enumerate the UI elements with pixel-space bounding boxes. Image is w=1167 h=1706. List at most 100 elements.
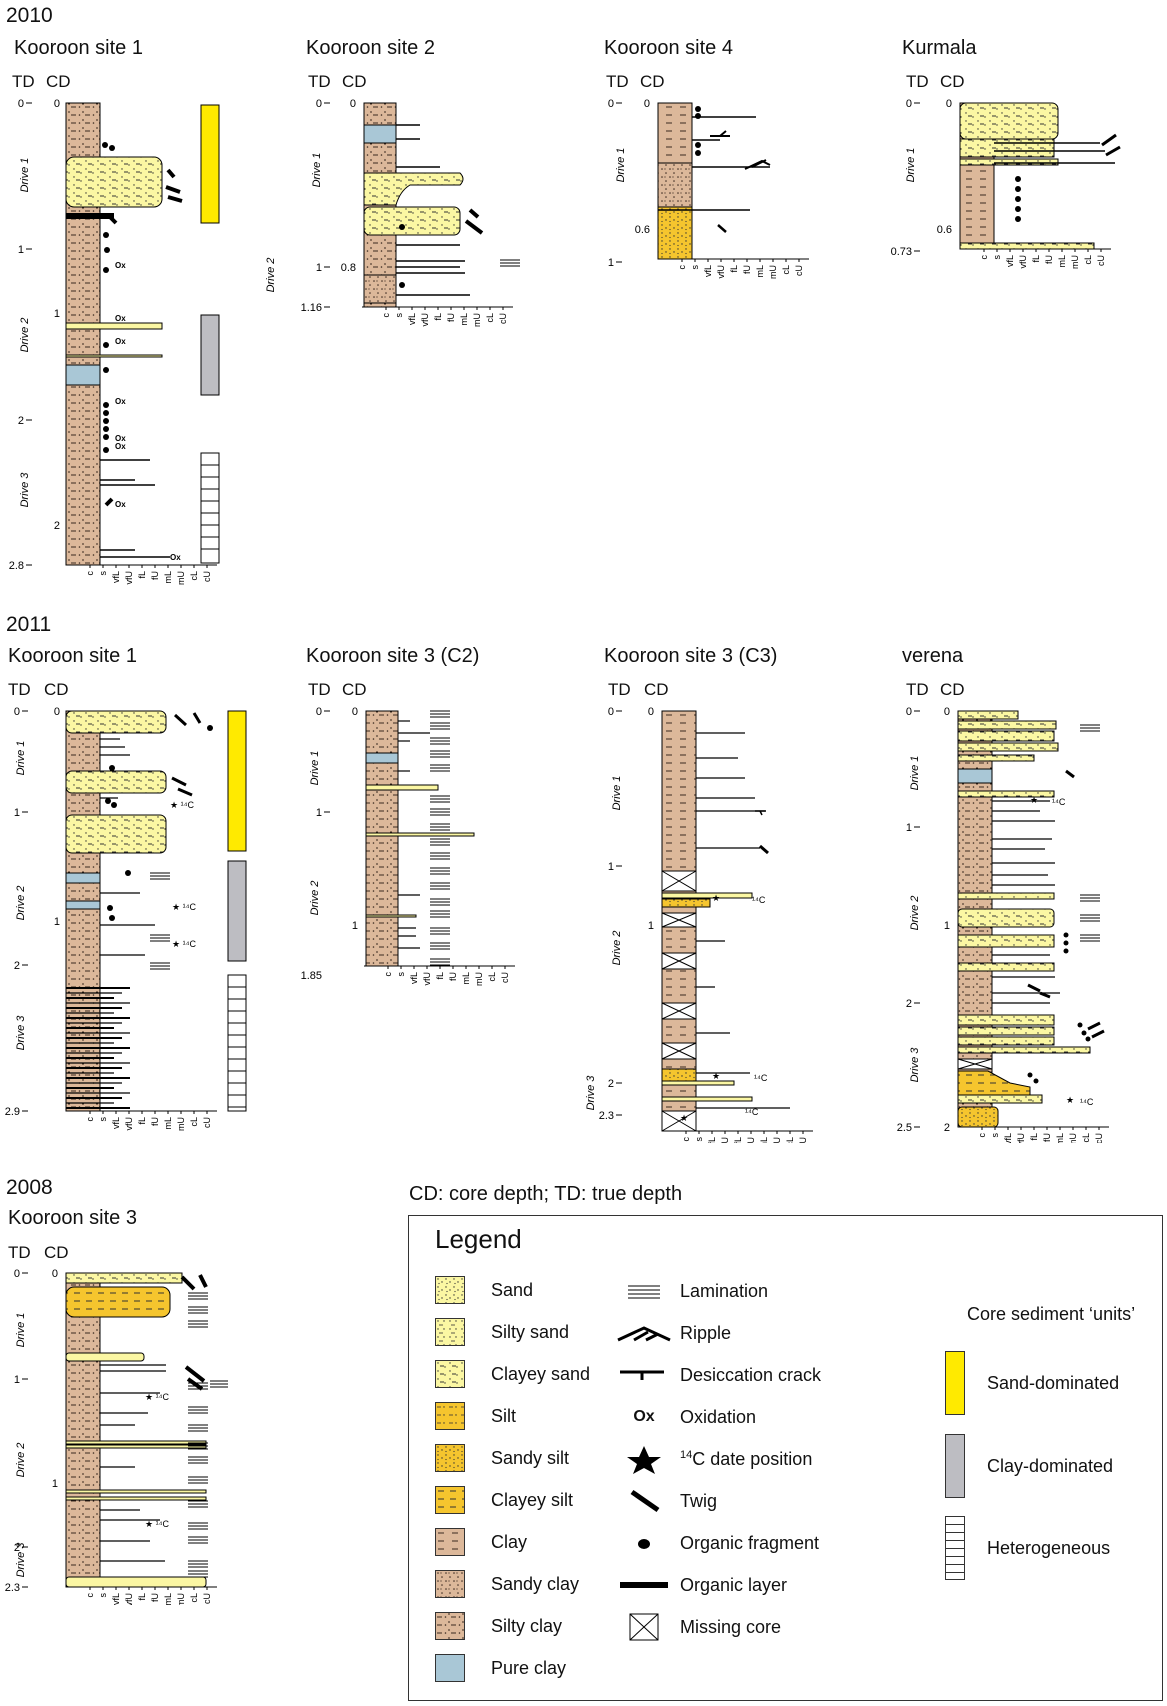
core-log-verena: 0 1 2 2.5 0 1 2 Drive 1 Drive 2 Drive 3 …	[897, 706, 1109, 1143]
grain-size-label: fL	[1029, 1133, 1039, 1141]
cd-label: CD	[342, 72, 367, 91]
drive-label: Drive 3	[909, 1047, 921, 1083]
year-heading: 2010	[6, 4, 53, 27]
legend-item-twig: Twig	[614, 1486, 717, 1516]
grain-size-label: vfL	[703, 265, 713, 277]
drive-label: Drive 3	[15, 1015, 27, 1051]
drive-label: Drive 3	[19, 472, 31, 508]
grain-size-label: vfU	[124, 571, 134, 585]
c14-date-mark: ★	[1030, 795, 1038, 805]
grain-size-label: c	[381, 313, 391, 318]
td-label: TD	[608, 680, 631, 699]
organic-fragment-icon	[638, 1539, 650, 1549]
cd-tick: 0	[54, 98, 60, 110]
cd-tick: 0.8	[341, 262, 356, 274]
grain-size-label: vfU	[720, 1137, 730, 1143]
unit-legend-clay: Clay-dominated	[945, 1434, 1113, 1498]
cd-tick: 1	[54, 916, 60, 928]
legend-label: Organic layer	[680, 1574, 788, 1595]
cd-label: CD	[644, 680, 669, 699]
unit-heterogeneous	[200, 452, 220, 564]
td-tick: 1	[608, 257, 614, 269]
drive-label: Drive 2	[19, 318, 31, 353]
td-label: TD	[906, 680, 929, 699]
legend-label: Silt	[491, 1405, 517, 1426]
cd-label: CD	[44, 680, 69, 699]
grain-size-label: vfU	[1018, 255, 1028, 269]
grain-size-label: mU	[1070, 255, 1080, 269]
core-log-kooroon-site3-c3: 0 1 2 2.3 0 1 Drive 1 Drive 2 Drive 3 ★ …	[585, 706, 813, 1143]
grain-size-label: fU	[446, 313, 456, 322]
drive-label: Drive 1	[15, 741, 27, 776]
c14-date-mark: ★ ¹⁴C	[172, 939, 196, 949]
grain-size-label: fU	[150, 571, 160, 580]
c14-date-mark: ★ ¹⁴C	[145, 1392, 169, 1402]
c14-date-mark: ¹⁴C	[1080, 1097, 1094, 1107]
legend-item-clayeysand: Clayey sand	[435, 1360, 590, 1388]
grain-size-label: cL	[189, 1593, 199, 1603]
td-tick: 0	[608, 706, 614, 718]
grain-size-label: mU	[472, 313, 482, 327]
oxidation-mark: Ox	[115, 314, 126, 323]
grain-size-label: vfU	[124, 1593, 134, 1605]
legend-item-ripple: Ripple	[614, 1318, 731, 1348]
grain-size-label: vfL	[1003, 1133, 1013, 1143]
drive-label: Drive 2	[15, 886, 27, 921]
ripple-icon	[617, 1326, 671, 1342]
cd-tick: 1	[352, 920, 358, 932]
td-tick: 1	[316, 262, 322, 274]
legend-item-missing-core: Missing core	[614, 1612, 781, 1642]
grain-size-label: s	[98, 571, 108, 576]
legend-item-clay: Clay	[435, 1528, 527, 1556]
grain-size-label: mL	[163, 1117, 173, 1130]
unit-clay-dominated	[200, 314, 220, 396]
legend-item-sandysilt: Sandy silt	[435, 1444, 569, 1472]
legend-label: Organic fragment	[680, 1532, 820, 1553]
legend-label: Ripple	[680, 1322, 732, 1343]
td-tick: 0.73	[891, 246, 912, 258]
grain-size-label: s	[396, 972, 406, 977]
grain-size-label: s	[690, 265, 700, 270]
drive-label: Drive 2	[309, 881, 321, 916]
grain-size-label: fL	[729, 265, 739, 273]
swatch-siltysand	[435, 1318, 465, 1346]
grain-size-label: fU	[150, 1593, 160, 1602]
core-log-2011-site1: 0 1 2 2.9 0 1 Drive 1 Drive 2 Drive 3 ★ …	[5, 706, 247, 1131]
legend-item-sand: Sand	[435, 1276, 533, 1304]
cd-tick: 2	[944, 1122, 950, 1134]
unit-legend-heterogeneous: Heterogeneous	[945, 1516, 1110, 1580]
grain-size-label: mU	[768, 265, 778, 279]
cd-tick: 0	[52, 1268, 58, 1280]
grain-size-label: vfU	[420, 313, 430, 327]
grain-size-label: fL	[733, 1137, 743, 1143]
grain-size-label: vfL	[111, 1593, 121, 1605]
grain-size-label: cL	[781, 265, 791, 275]
legend-item-star: 14C date position	[614, 1444, 812, 1474]
drive-label: Drive 3	[585, 1075, 597, 1111]
site-title: Kooroon site 1	[14, 37, 143, 59]
c14-date-mark: ★ ¹⁴C	[170, 800, 194, 810]
cd-tick: 0	[350, 98, 356, 110]
grain-size-label: fU	[1042, 1133, 1052, 1142]
td-tick: 0	[316, 98, 322, 110]
grain-size-label: c	[85, 571, 95, 576]
td-tick: 0	[906, 706, 912, 718]
unit-legend-sand: Sand-dominated	[945, 1351, 1119, 1415]
grain-size-label: mU	[474, 972, 484, 986]
legend-title: Legend	[435, 1224, 522, 1254]
swatch-clayeysand	[435, 1360, 465, 1388]
td-tick: 0	[14, 1268, 20, 1280]
grain-size-label: c	[383, 972, 393, 977]
grain-size-label: cL	[785, 1137, 795, 1143]
grain-size-label: vfU	[124, 1117, 134, 1131]
c14-date-mark: ¹⁴C	[752, 895, 766, 905]
organic-layer-icon	[620, 1582, 668, 1588]
drive-label: Drive 2	[265, 258, 277, 293]
grain-size-label: cU	[202, 1593, 212, 1604]
cd-tick: 0.6	[937, 224, 952, 236]
legend-label: Sandy silt	[491, 1447, 570, 1468]
grain-size-label: cU	[1094, 1133, 1104, 1143]
c14-date-mark: ★	[680, 1113, 688, 1123]
drive-label: Drive 1	[905, 148, 917, 183]
cd-tick: 0	[944, 706, 950, 718]
